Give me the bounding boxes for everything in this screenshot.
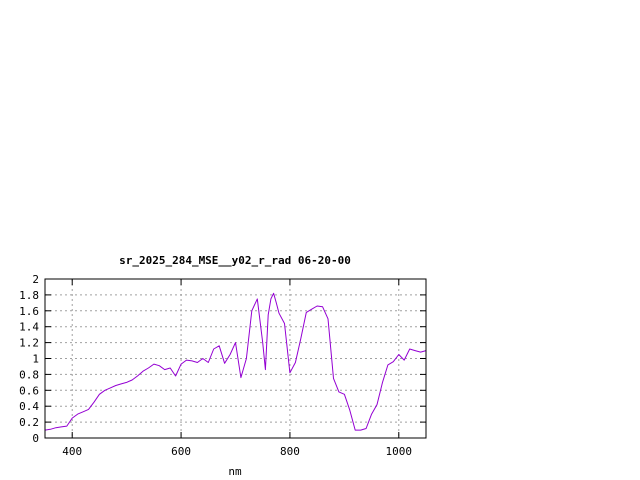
chart-title: sr_2025_284_MSE__y02_r_rad 06-20-00 bbox=[119, 254, 351, 267]
x-tick-label: 800 bbox=[280, 445, 300, 458]
y-tick-label: 0.2 bbox=[19, 416, 39, 429]
y-tick-label: 0.4 bbox=[19, 400, 39, 413]
x-axis: 400 600 800 1000 bbox=[62, 279, 412, 458]
y-tick-label: 1.4 bbox=[19, 321, 39, 334]
y-tick-label: 0 bbox=[32, 432, 39, 445]
x-axis-label: nm bbox=[228, 465, 242, 478]
x-tick-label: 400 bbox=[62, 445, 82, 458]
y-tick-label: 0.8 bbox=[19, 368, 39, 381]
y-tick-label: 2 bbox=[32, 273, 39, 286]
series-line bbox=[44, 292, 427, 431]
y-tick-label: 1 bbox=[32, 353, 39, 366]
grid bbox=[45, 279, 426, 438]
x-tick-label: 600 bbox=[171, 445, 191, 458]
data-layer bbox=[44, 292, 427, 431]
y-axis: 0 0.2 0.4 0.6 0.8 1 1.2 1.4 1.6 1.8 2 bbox=[19, 273, 426, 445]
y-tick-label: 0.6 bbox=[19, 384, 39, 397]
y-tick-label: 1.8 bbox=[19, 289, 39, 302]
x-tick-label: 1000 bbox=[386, 445, 413, 458]
y-tick-label: 1.6 bbox=[19, 305, 39, 318]
y-tick-label: 1.2 bbox=[19, 337, 39, 350]
